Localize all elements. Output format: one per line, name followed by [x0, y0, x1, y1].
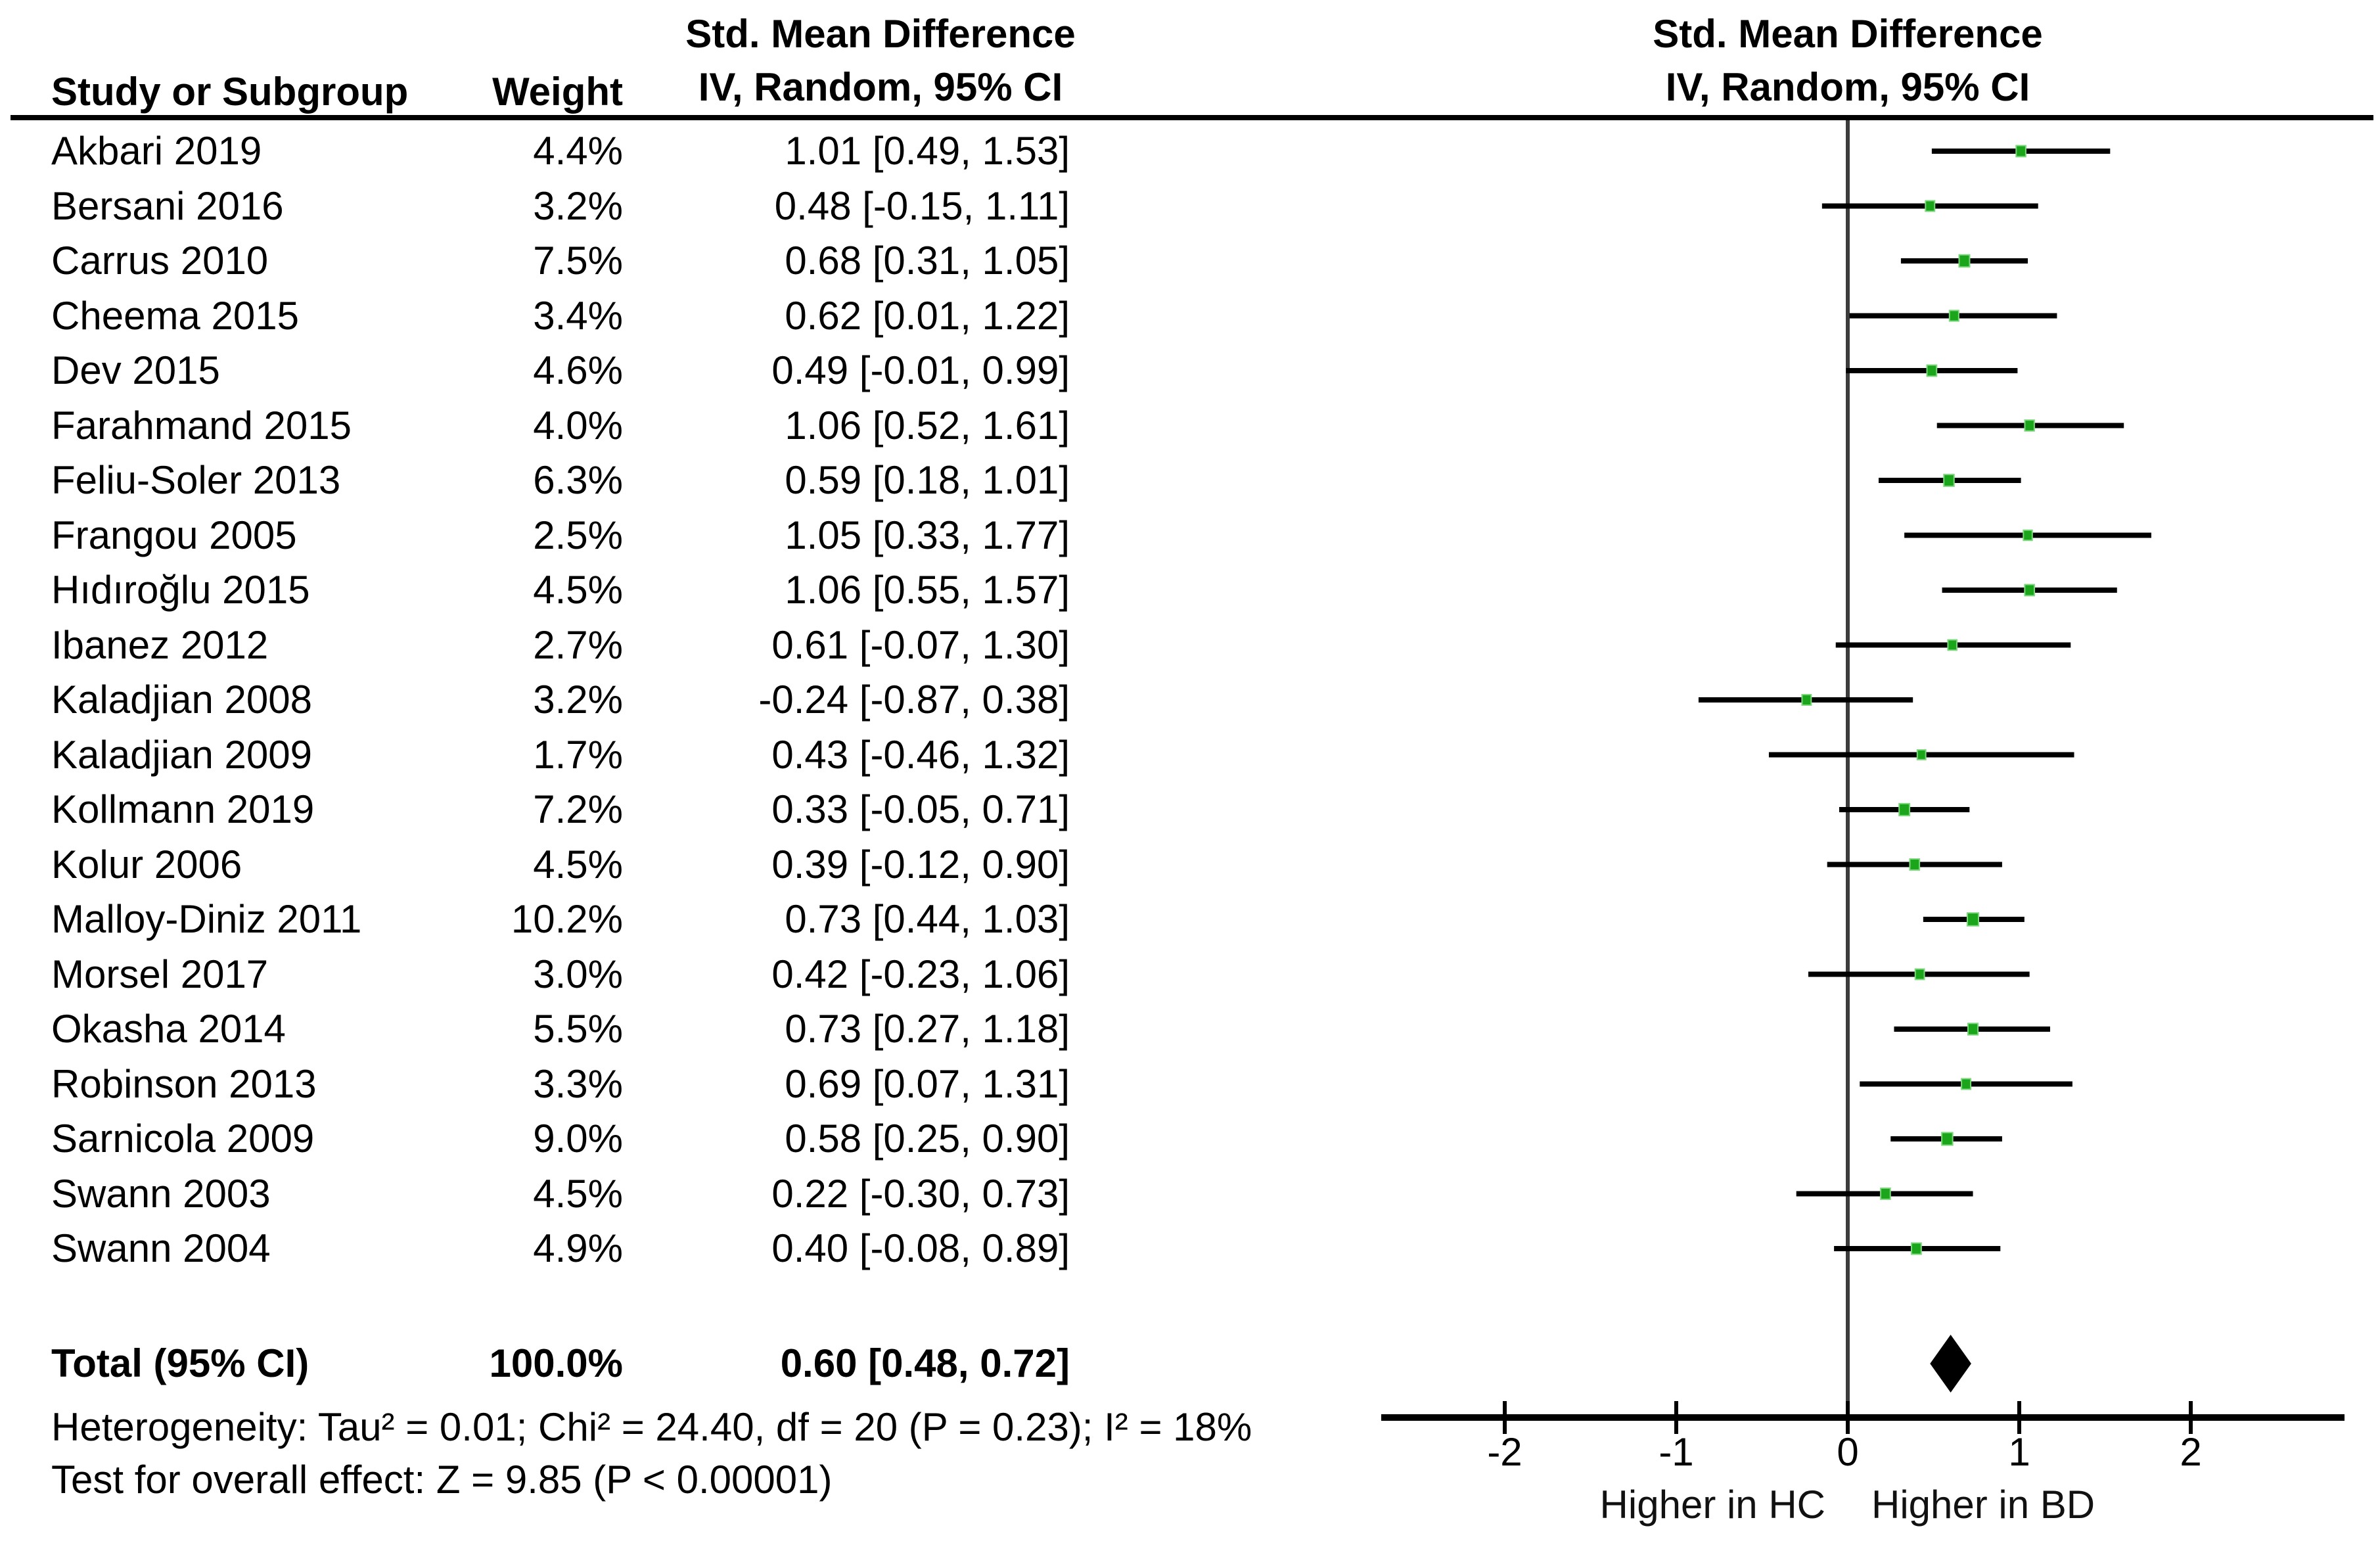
study-ci-text: 0.48 [-0.15, 1.11]	[774, 183, 1070, 228]
study-ci-text: 0.39 [-0.12, 0.90]	[771, 842, 1070, 887]
study-ci-text: 1.06 [0.55, 1.57]	[785, 568, 1070, 612]
header-separator-line	[11, 115, 2373, 120]
study-label: Cheema 2015	[51, 293, 299, 338]
study-label: Frangou 2005	[51, 513, 297, 557]
study-ci-text: -0.24 [-0.87, 0.38]	[758, 678, 1070, 722]
study-label: Carrus 2010	[51, 239, 269, 283]
study-label: Morsel 2017	[51, 952, 269, 996]
col-header-effect-line1: Std. Mean Difference	[685, 12, 1076, 56]
col-header-study: Study or Subgroup	[51, 70, 409, 114]
study-label: Ibanez 2012	[51, 622, 269, 667]
study-label: Hıdıroğlu 2015	[51, 568, 310, 612]
study-label: Bersani 2016	[51, 183, 284, 228]
study-weight: 10.2%	[511, 897, 623, 941]
study-label: Robinson 2013	[51, 1061, 317, 1106]
col-header-effect-line2: IV, Random, 95% CI	[698, 65, 1063, 109]
study-label: Sarnicola 2009	[51, 1117, 315, 1161]
study-ci-text: 1.06 [0.52, 1.61]	[785, 403, 1070, 448]
study-ci-text: 0.40 [-0.08, 0.89]	[771, 1226, 1070, 1270]
axis-label-higher-in-hc: Higher in HC	[1599, 1483, 1825, 1527]
study-label: Kaladjian 2009	[51, 732, 313, 777]
study-weight: 4.5%	[533, 1171, 623, 1216]
study-ci-text: 0.49 [-0.01, 0.99]	[771, 348, 1070, 392]
study-weight: 3.2%	[533, 183, 623, 228]
study-weight: 3.4%	[533, 293, 623, 338]
total-row-ci: 0.60 [0.48, 0.72]	[780, 1341, 1070, 1385]
plot-header-line2: IV, Random, 95% CI	[1665, 65, 2030, 109]
study-ci-text: 0.73 [0.44, 1.03]	[785, 897, 1070, 941]
study-label: Swann 2003	[51, 1171, 271, 1216]
study-ci-text: 1.01 [0.49, 1.53]	[785, 129, 1070, 173]
study-weight: 4.5%	[533, 568, 623, 612]
study-weight: 2.7%	[533, 622, 623, 667]
study-label: Kaladjian 2008	[51, 678, 313, 722]
study-ci-text: 0.69 [0.07, 1.31]	[785, 1061, 1070, 1106]
study-ci-text: 0.59 [0.18, 1.01]	[785, 458, 1070, 502]
study-weight: 3.0%	[533, 952, 623, 996]
total-row-label: Total (95% CI)	[51, 1341, 309, 1385]
study-weight: 6.3%	[533, 458, 623, 502]
plot-header-line1: Std. Mean Difference	[1653, 12, 2043, 56]
total-row-weight: 100.0%	[489, 1341, 624, 1385]
study-ci-text: 0.33 [-0.05, 0.71]	[771, 787, 1070, 831]
study-ci-text: 0.22 [-0.30, 0.73]	[771, 1171, 1070, 1216]
col-header-weight: Weight	[492, 70, 623, 114]
study-weight: 5.5%	[533, 1007, 623, 1051]
study-weight: 4.0%	[533, 403, 623, 448]
study-label: Akbari 2019	[51, 129, 262, 173]
study-ci-text: 0.73 [0.27, 1.18]	[785, 1007, 1070, 1051]
study-weight: 4.4%	[533, 129, 623, 173]
study-weight: 7.5%	[533, 239, 623, 283]
study-weight: 4.9%	[533, 1226, 623, 1270]
study-label: Okasha 2014	[51, 1007, 286, 1051]
study-label: Kolur 2006	[51, 842, 242, 887]
study-weight: 7.2%	[533, 787, 623, 831]
study-weight: 9.0%	[533, 1117, 623, 1161]
x-tick-label: 1	[2008, 1430, 2030, 1474]
heterogeneity-text: Heterogeneity: Tau² = 0.01; Chi² = 24.40…	[51, 1405, 1252, 1449]
axis-label-higher-in-bd: Higher in BD	[1871, 1483, 2095, 1527]
study-label: Kollmann 2019	[51, 787, 315, 831]
study-label: Malloy-Diniz 2011	[51, 897, 362, 941]
study-ci-text: 0.58 [0.25, 0.90]	[785, 1117, 1070, 1161]
study-weight: 4.5%	[533, 842, 623, 887]
study-label: Dev 2015	[51, 348, 220, 392]
study-ci-text: 0.68 [0.31, 1.05]	[785, 239, 1070, 283]
study-label: Farahmand 2015	[51, 403, 352, 448]
x-tick-label: -1	[1659, 1430, 1694, 1474]
study-weight: 4.6%	[533, 348, 623, 392]
x-tick-label: 0	[1837, 1430, 1859, 1474]
study-weight: 3.3%	[533, 1061, 623, 1106]
study-weight: 3.2%	[533, 678, 623, 722]
study-weight: 1.7%	[533, 732, 623, 777]
study-label: Feliu-Soler 2013	[51, 458, 341, 502]
study-ci-text: 0.62 [0.01, 1.22]	[785, 293, 1070, 338]
overall-effect-text: Test for overall effect: Z = 9.85 (P < 0…	[51, 1458, 833, 1502]
study-ci-text: 1.05 [0.33, 1.77]	[785, 513, 1070, 557]
study-ci-text: 0.43 [-0.46, 1.32]	[771, 732, 1070, 777]
study-ci-text: 0.61 [-0.07, 1.30]	[771, 622, 1070, 667]
study-label: Swann 2004	[51, 1226, 271, 1270]
x-tick-label: 2	[2180, 1430, 2202, 1474]
x-tick-label: -2	[1487, 1430, 1522, 1474]
study-ci-text: 0.42 [-0.23, 1.06]	[771, 952, 1070, 996]
study-weight: 2.5%	[533, 513, 623, 557]
